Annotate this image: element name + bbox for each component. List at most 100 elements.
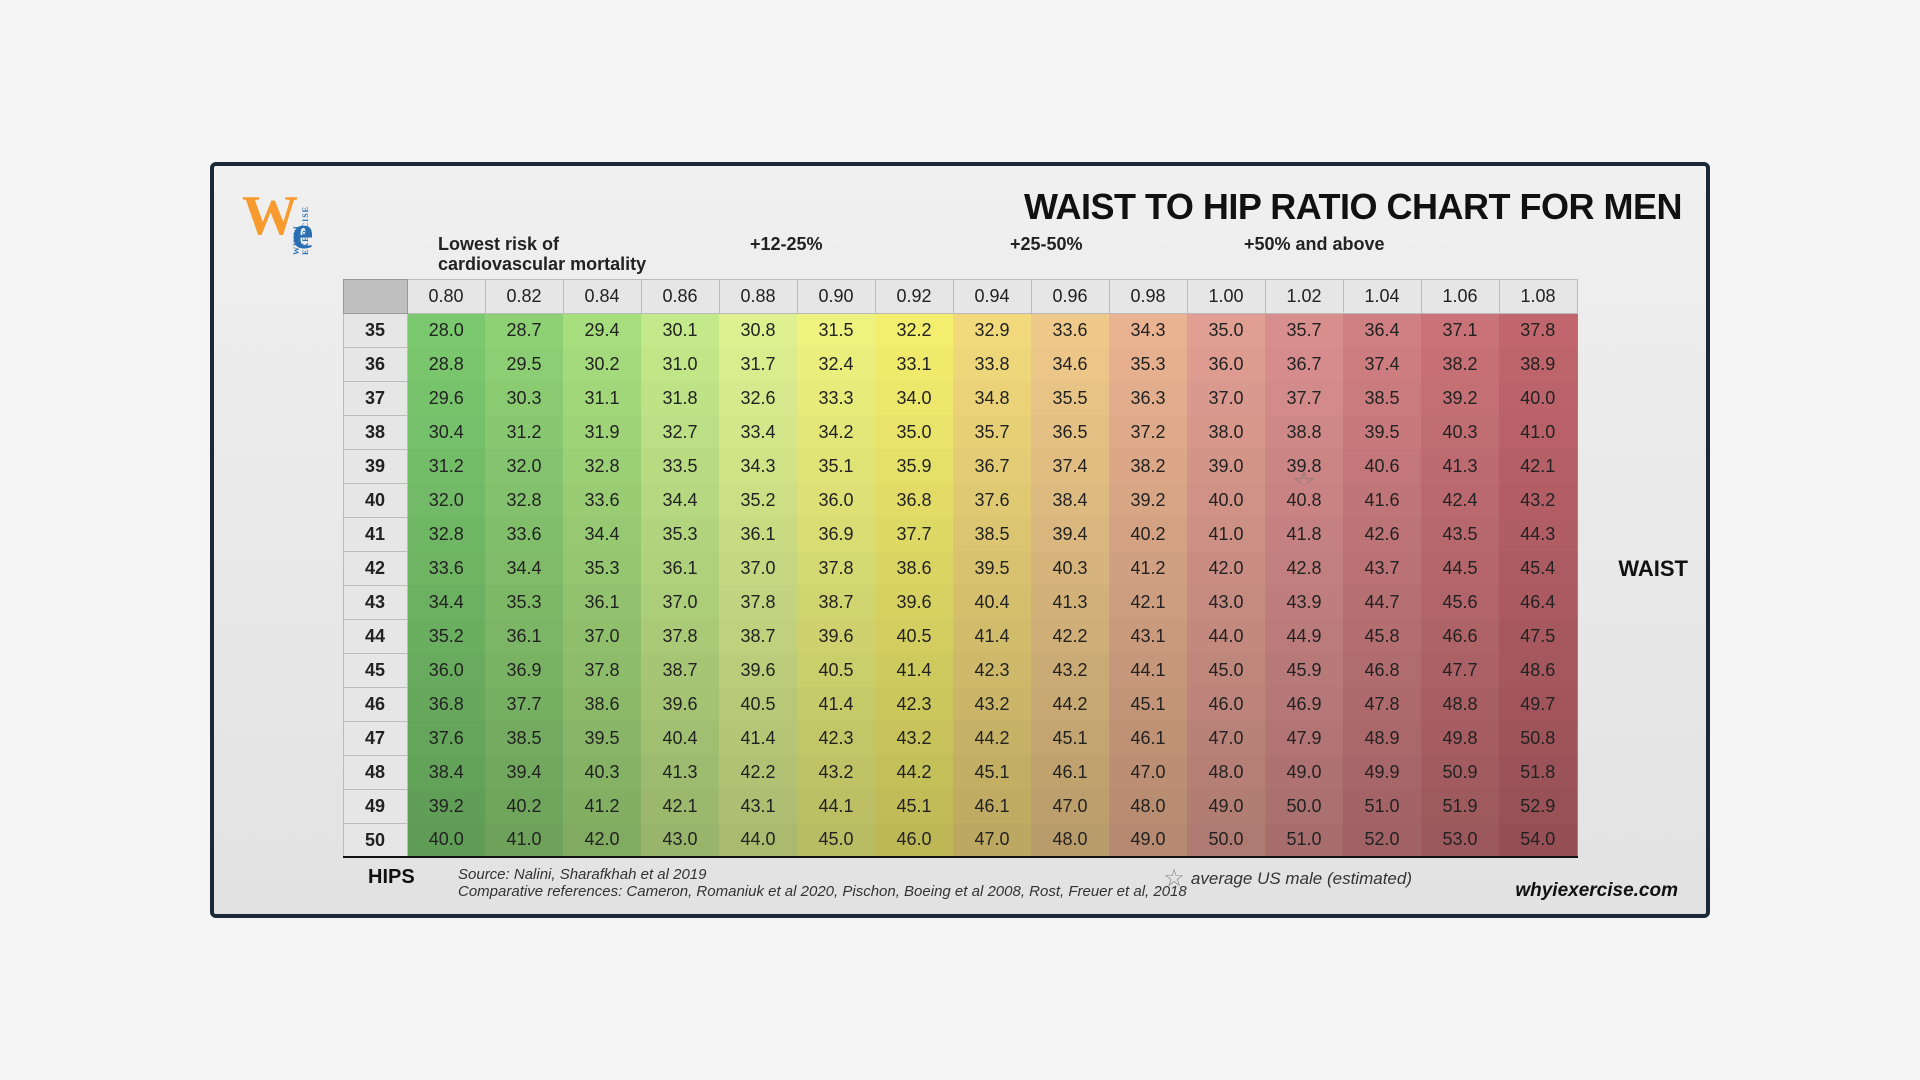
logo-w: W [242, 185, 294, 247]
legend-text: average US male (estimated) [1191, 869, 1412, 889]
table-cell: 37.7 [1265, 381, 1343, 415]
hip-header: 41 [343, 517, 407, 551]
table-cell: 38.7 [719, 619, 797, 653]
table-cell: 42.0 [1187, 551, 1265, 585]
table-cell: 31.0 [641, 347, 719, 381]
table-cell: 37.6 [407, 721, 485, 755]
table-cell: 37.7 [875, 517, 953, 551]
hip-header: 46 [343, 687, 407, 721]
site-url: whyiexercise.com [1515, 880, 1678, 902]
table-cell: 42.2 [1031, 619, 1109, 653]
table-cell: 32.2 [875, 313, 953, 347]
table-cell: 37.0 [641, 585, 719, 619]
table-cell: 37.4 [1031, 449, 1109, 483]
table-cell: 32.8 [485, 483, 563, 517]
table-cell: 38.5 [1343, 381, 1421, 415]
table-cell: 34.2 [797, 415, 875, 449]
table-cell: 38.4 [1031, 483, 1109, 517]
table-cell: 41.3 [1031, 585, 1109, 619]
table-cell: 51.9 [1421, 789, 1499, 823]
table-cell: 32.9 [953, 313, 1031, 347]
ratio-header: 0.88 [719, 279, 797, 313]
hip-header: 43 [343, 585, 407, 619]
table-cell: 46.0 [1187, 687, 1265, 721]
table-cell: 42.2 [719, 755, 797, 789]
table-cell: 48.0 [1031, 823, 1109, 857]
table-cell: 49.7 [1499, 687, 1577, 721]
risk-level-2: +25-50% [1010, 234, 1244, 275]
table-cell: 41.6 [1343, 483, 1421, 517]
table-cell: 49.0 [1109, 823, 1187, 857]
hip-header: 38 [343, 415, 407, 449]
table-cell: 41.4 [875, 653, 953, 687]
ratio-header: 1.08 [1499, 279, 1577, 313]
table-cell: 35.0 [1187, 313, 1265, 347]
table-cell: 48.0 [1187, 755, 1265, 789]
table-cell: 38.2 [1421, 347, 1499, 381]
table-cell: 38.9 [1499, 347, 1577, 381]
table-cell: 31.9 [563, 415, 641, 449]
table-cell: 39.6 [797, 619, 875, 653]
table-cell: 36.1 [563, 585, 641, 619]
hip-header: 40 [343, 483, 407, 517]
ratio-header: 1.00 [1187, 279, 1265, 313]
table-cell: 36.0 [797, 483, 875, 517]
table-cell: 40.4 [953, 585, 1031, 619]
table-cell: 43.2 [875, 721, 953, 755]
table-cell: 35.3 [485, 585, 563, 619]
table-cell: 34.4 [485, 551, 563, 585]
table-cell: 41.3 [641, 755, 719, 789]
table-cell: 34.6 [1031, 347, 1109, 381]
table-cell: 42.0 [563, 823, 641, 857]
table-cell: 37.8 [1499, 313, 1577, 347]
table-cell: 39.2 [407, 789, 485, 823]
table-cell: 36.8 [875, 483, 953, 517]
risk-level-labels: Lowest risk of cardiovascular mortality+… [438, 234, 1682, 275]
table-cell: 41.2 [563, 789, 641, 823]
table-cell: 39.5 [563, 721, 641, 755]
table-cell: 43.9 [1265, 585, 1343, 619]
table-cell: 35.7 [953, 415, 1031, 449]
source-line-2: Comparative references: Cameron, Romaniu… [458, 883, 1682, 900]
table-cell: 35.0 [875, 415, 953, 449]
table-cell: 43.1 [1109, 619, 1187, 653]
ratio-header: 0.92 [875, 279, 953, 313]
table-cell: 36.7 [1265, 347, 1343, 381]
table-cell: 30.3 [485, 381, 563, 415]
table-cell: 39.2 [1421, 381, 1499, 415]
legend: ☆ average US male (estimated) [1163, 864, 1412, 893]
table-cell: 47.9 [1265, 721, 1343, 755]
table-cell: 41.0 [485, 823, 563, 857]
table-cell: 43.7 [1343, 551, 1421, 585]
table-cell: 31.1 [563, 381, 641, 415]
table-cell: 37.8 [719, 585, 797, 619]
table-cell: 42.3 [797, 721, 875, 755]
table-cell: 34.4 [407, 585, 485, 619]
table-cell: 46.1 [953, 789, 1031, 823]
table-cell: 32.8 [407, 517, 485, 551]
table-cell: 38.7 [797, 585, 875, 619]
table-cell: 37.8 [797, 551, 875, 585]
table-cell: 35.5 [1031, 381, 1109, 415]
table-cell: 44.0 [719, 823, 797, 857]
table-cell: 41.3 [1421, 449, 1499, 483]
table-cell: 45.6 [1421, 585, 1499, 619]
logo: WWHY I EXERCISEe [242, 184, 315, 248]
table-cell: 32.0 [485, 449, 563, 483]
table-cell: 41.4 [797, 687, 875, 721]
star-icon: ☆ [1163, 864, 1185, 893]
footer: HIPS Source: Nalini, Sharafkhah et al 20… [238, 866, 1682, 900]
table-cell: 32.6 [719, 381, 797, 415]
table-cell: 32.0 [407, 483, 485, 517]
table-cell: 40.2 [1109, 517, 1187, 551]
table-cell: 40.3 [563, 755, 641, 789]
table-cell: 40.2 [485, 789, 563, 823]
table-cell: 50.8 [1499, 721, 1577, 755]
table-cell: 36.3 [1109, 381, 1187, 415]
hip-header: 37 [343, 381, 407, 415]
table-cell: 53.0 [1421, 823, 1499, 857]
table-cell: 43.1 [719, 789, 797, 823]
risk-level-1: +12-25% [750, 234, 1010, 275]
table-cell: 31.7 [719, 347, 797, 381]
table-cell: 33.6 [485, 517, 563, 551]
